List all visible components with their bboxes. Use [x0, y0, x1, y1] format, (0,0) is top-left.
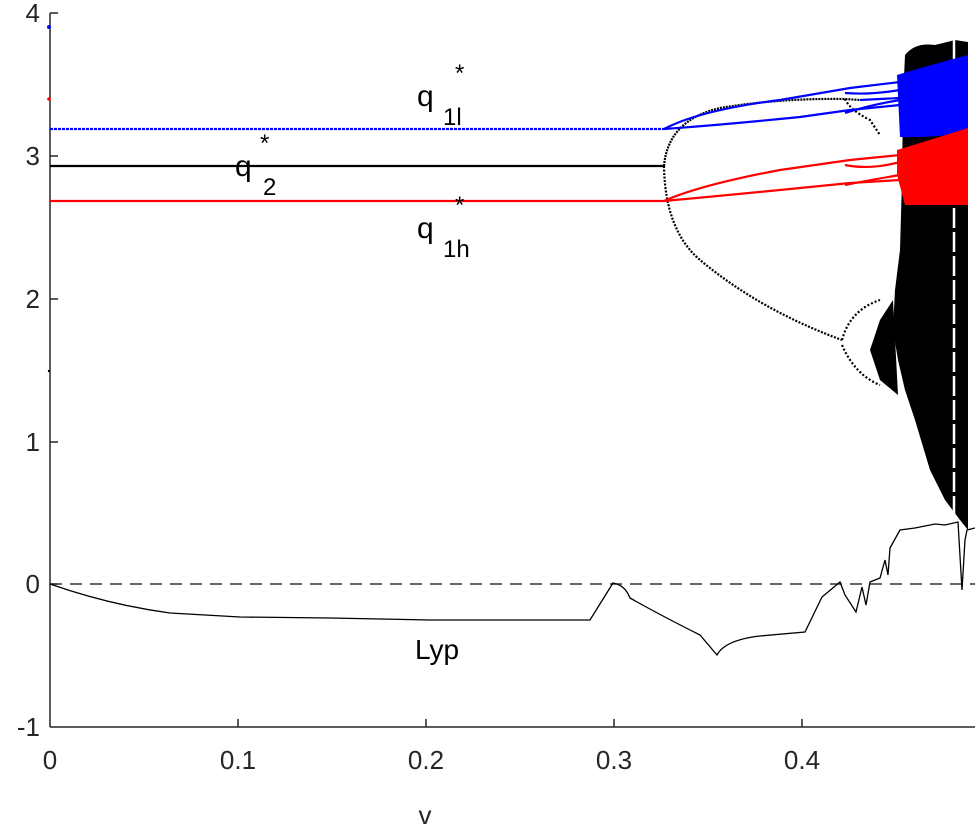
y-tick-2: 2 — [25, 284, 40, 314]
q2-series — [50, 97, 881, 387]
lyapunov-curve — [49, 521, 975, 657]
y-tick-4: 4 — [25, 0, 40, 28]
annotation-q1h: * q 1h — [417, 192, 470, 263]
q1l-series — [50, 80, 901, 131]
x-tick-0.1: 0.1 — [219, 745, 257, 775]
x-axis-label: v — [418, 800, 432, 830]
annotation-q2: * q 2 — [235, 130, 277, 201]
x-tick-0.4: 0.4 — [783, 745, 821, 775]
y-tick-1: 1 — [25, 427, 40, 457]
y-tick-3: 3 — [25, 141, 40, 171]
x-tick-0.2: 0.2 — [407, 745, 445, 775]
annotation-lyp: Lyp — [415, 634, 460, 665]
x-tick-0: 0 — [42, 745, 58, 775]
y-tick-0: 0 — [25, 569, 40, 599]
axes — [49, 12, 975, 728]
q1h-chaos-band — [897, 128, 968, 205]
y-tick-neg1: -1 — [16, 712, 40, 742]
q1l-chaos-band — [897, 55, 968, 138]
annotation-q1l: * q 1l — [417, 60, 465, 131]
x-tick-0.3: 0.3 — [595, 745, 633, 775]
q1h-series — [50, 153, 901, 203]
